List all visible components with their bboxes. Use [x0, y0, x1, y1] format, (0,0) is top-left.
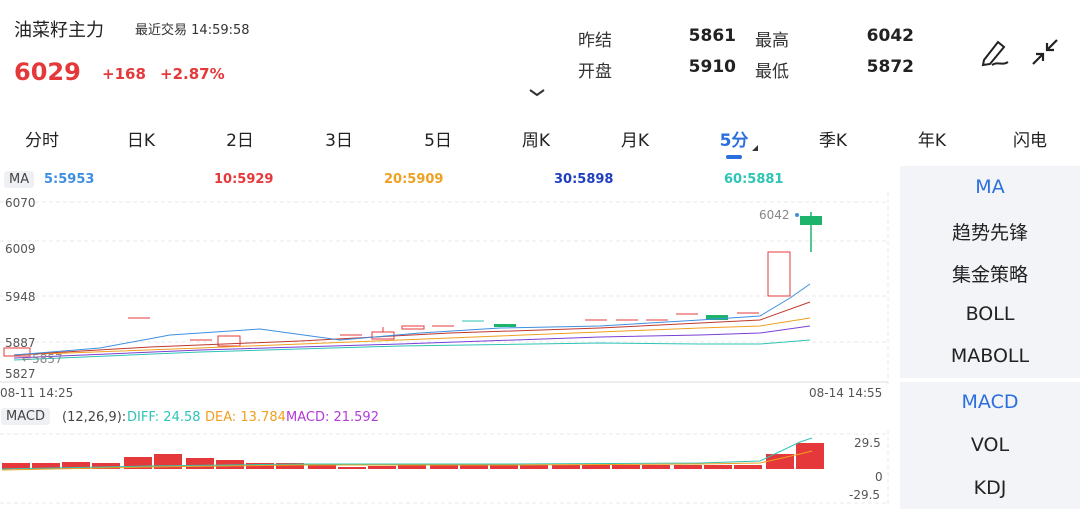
kline-chart[interactable]: [0, 192, 890, 387]
macd-tag[interactable]: MACD: [1, 408, 50, 425]
draw-pen-icon[interactable]: [978, 36, 1012, 68]
tab-month-k[interactable]: 月K: [620, 131, 650, 151]
tab-week-k[interactable]: 周K: [521, 131, 551, 151]
high-price-marker: 6042: [759, 208, 790, 222]
last-price: 6029: [14, 58, 81, 86]
time-axis-start: 08-11 14:25: [0, 386, 74, 400]
prev-settle-label: 昨结: [578, 31, 612, 51]
ma20-value: 20:5909: [384, 172, 444, 187]
macd-dea-line: [1, 450, 813, 471]
price-change-pct: +2.87%: [160, 65, 225, 83]
ma30-value: 30:5898: [554, 172, 614, 187]
indicator-vol[interactable]: VOL: [970, 434, 1010, 456]
macd-chart[interactable]: [0, 430, 890, 508]
tab-3day[interactable]: 3日: [325, 131, 353, 151]
candle: [217, 335, 241, 347]
indicator-jijin-strategy[interactable]: 集金策略: [951, 264, 1028, 286]
tab-2day[interactable]: 2日: [226, 131, 254, 151]
chevron-down-icon[interactable]: [528, 88, 546, 98]
tab-5min[interactable]: 5分: [719, 131, 749, 151]
low-price-marker: ←5857: [22, 352, 63, 366]
macd-axis-label: -29.5: [849, 488, 881, 502]
macd-axis-label: 29.5: [854, 436, 881, 450]
macd-params: (12,26,9):: [62, 410, 127, 425]
indicator-boll[interactable]: BOLL: [965, 303, 1015, 325]
ma60-value: 60:5881: [724, 172, 784, 187]
tab-year-k[interactable]: 年K: [917, 131, 947, 151]
ma20-line: [13, 317, 811, 356]
active-tab-indicator: [726, 155, 742, 159]
candle: [3, 347, 31, 357]
low-label: 最低: [755, 62, 789, 82]
ma10-line: [13, 301, 811, 356]
main-indicator-menu: MA 趋势先锋 集金策略 BOLL MABOLL: [900, 166, 1080, 378]
price-axis-label: 6070: [5, 196, 36, 210]
candle: [494, 324, 516, 327]
last-trade: 最近交易 14:59:58: [135, 19, 250, 38]
indicator-macd[interactable]: MACD: [961, 391, 1019, 413]
open-label: 开盘: [578, 62, 612, 82]
high-value: 6042: [866, 26, 914, 46]
indicator-kdj[interactable]: KDJ: [973, 477, 1007, 499]
tab-season-k[interactable]: 季K: [818, 131, 848, 151]
sub-indicator-menu: MACD VOL KDJ: [900, 382, 1080, 509]
indicator-trend-pioneer[interactable]: 趋势先锋: [951, 222, 1028, 244]
prev-settle-value: 5861: [688, 26, 736, 46]
macd-axis-label: 0: [875, 470, 883, 484]
ma30-line: [13, 325, 811, 359]
macd-value: MACD: 21.592: [286, 410, 379, 425]
contract-name: 油菜籽主力: [14, 20, 104, 41]
time-axis-end: 08-14 14:55: [809, 386, 883, 400]
last-trade-time: 14:59:58: [191, 23, 250, 38]
high-label: 最高: [755, 31, 789, 51]
indicator-maboll[interactable]: MABOLL: [950, 345, 1030, 367]
last-trade-label: 最近交易: [135, 23, 188, 38]
candle: [767, 251, 791, 297]
candle: [706, 315, 728, 320]
indicator-ma[interactable]: MA: [975, 176, 1005, 198]
price-axis-label: 5887: [5, 336, 36, 350]
tab-dropdown-icon[interactable]: [751, 144, 759, 152]
price-change: +168: [102, 65, 146, 83]
tab-day-k[interactable]: 日K: [126, 131, 156, 151]
tab-flash[interactable]: 闪电: [1013, 131, 1047, 151]
open-value: 5910: [688, 57, 736, 77]
low-value: 5872: [866, 57, 914, 77]
ma5-line: [13, 283, 811, 356]
price-axis-label: 5948: [5, 290, 36, 304]
candles: [3, 212, 822, 357]
price-axis-label: 6009: [5, 242, 36, 256]
macd-diff: DIFF: 24.58: [127, 410, 201, 425]
ma-tag[interactable]: MA: [4, 171, 35, 188]
macd-diff-line: [1, 437, 813, 470]
ma60-line: [13, 339, 811, 361]
collapse-icon[interactable]: [1030, 37, 1060, 67]
macd-dea: DEA: 13.784: [205, 410, 286, 425]
tab-fenshi[interactable]: 分时: [25, 131, 59, 151]
price-axis-label: 5827: [5, 367, 36, 381]
candle: [401, 325, 425, 330]
ma5-value: 5:5953: [44, 172, 95, 187]
tab-5day[interactable]: 5日: [424, 131, 452, 151]
ma10-value: 10:5929: [214, 172, 274, 187]
